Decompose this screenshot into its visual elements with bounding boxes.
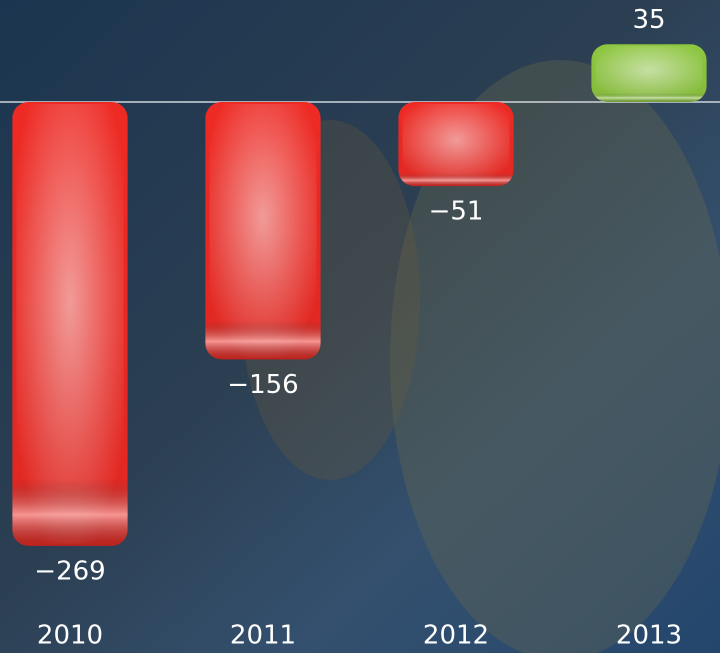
- bar-shade: [591, 44, 707, 102]
- data-label: 35: [632, 5, 665, 35]
- bar-shade: [205, 102, 321, 360]
- bar-shade: [12, 102, 128, 546]
- x-tick-label: 2010: [37, 621, 103, 651]
- bar-shade: [398, 102, 514, 187]
- background-blur: [390, 60, 720, 653]
- x-tick-label: 2012: [423, 621, 489, 651]
- data-label: −156: [227, 370, 298, 400]
- data-label: −269: [34, 556, 105, 586]
- x-tick-label: 2013: [616, 621, 682, 651]
- data-label: −51: [429, 197, 484, 227]
- x-tick-label: 2011: [230, 621, 296, 651]
